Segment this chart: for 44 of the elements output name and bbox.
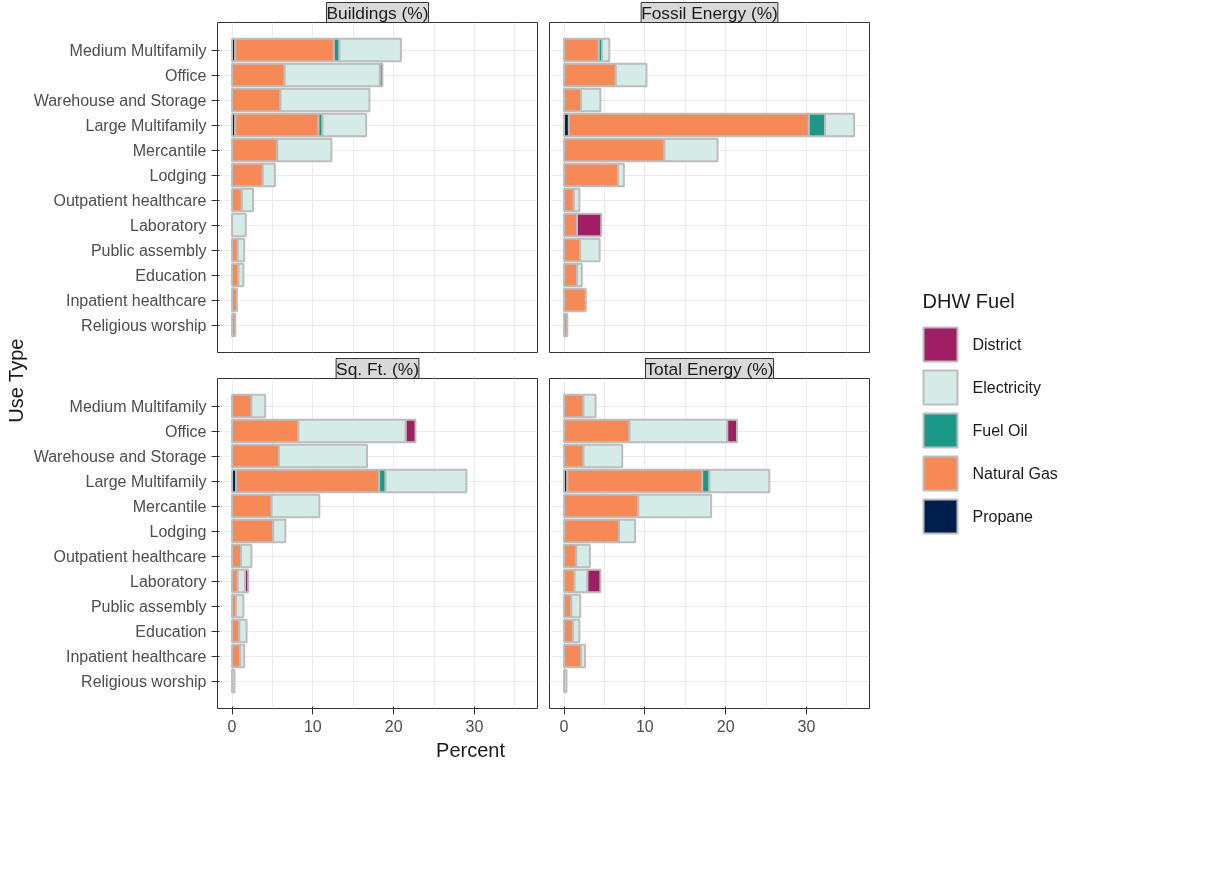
x-axis-title: Percent <box>436 738 506 761</box>
y-tick-label: Medium Multifamily <box>69 397 207 415</box>
y-tick-label: Inpatient healthcare <box>65 291 207 309</box>
y-tick-label: Public assembly <box>90 597 207 615</box>
x-tick-label: 0 <box>559 717 569 735</box>
y-tick-label: Education <box>135 622 207 640</box>
x-tick-label: 20 <box>384 717 403 735</box>
y-tick-label: Public assembly <box>90 241 207 259</box>
y-tick-label: Outpatient healthcare <box>53 547 207 565</box>
legend-label: District <box>972 336 1022 353</box>
y-tick-label: Mercantile <box>132 141 207 159</box>
y-axis-title: Use Type <box>4 338 27 423</box>
y-tick-label: Education <box>135 266 207 284</box>
y-tick-label: Warehouse and Storage <box>33 91 207 109</box>
y-tick-label: Medium Multifamily <box>69 41 207 59</box>
x-tick-label: 10 <box>303 717 322 735</box>
y-tick-label: Laboratory <box>130 572 207 590</box>
legend-label: Electricity <box>972 379 1041 396</box>
x-tick-label: 30 <box>465 717 484 735</box>
legend-label: Fuel Oil <box>972 422 1028 439</box>
legend-title: DHW Fuel <box>922 289 1015 312</box>
y-tick-label: Religious worship <box>81 316 207 334</box>
y-tick-label: Inpatient healthcare <box>65 647 207 665</box>
legend-label: Propane <box>972 508 1034 525</box>
y-tick-label: Laboratory <box>130 216 207 234</box>
y-tick-label: Outpatient healthcare <box>53 191 207 209</box>
y-tick-label: Mercantile <box>132 497 207 515</box>
x-tick-label: 30 <box>797 717 816 735</box>
y-tick-label: Lodging <box>149 522 207 540</box>
y-tick-label: Religious worship <box>81 672 207 690</box>
chart-title: Total Energy (%) <box>645 358 774 379</box>
legend-label: Natural Gas <box>972 465 1058 482</box>
y-tick-label: Large Multifamily <box>85 116 207 134</box>
y-tick-label: Office <box>165 422 207 440</box>
chart-title: Buildings (%) <box>326 2 429 23</box>
chart-title: Fossil Energy (%) <box>641 2 778 23</box>
x-tick-label: 0 <box>227 717 237 735</box>
y-tick-label: Office <box>165 66 207 84</box>
y-tick-label: Lodging <box>149 166 207 184</box>
chart-title: Sq. Ft. (%) <box>336 358 419 379</box>
y-tick-label: Large Multifamily <box>85 472 207 490</box>
x-tick-label: 10 <box>635 717 654 735</box>
x-tick-label: 20 <box>716 717 735 735</box>
y-tick-label: Warehouse and Storage <box>33 447 207 465</box>
